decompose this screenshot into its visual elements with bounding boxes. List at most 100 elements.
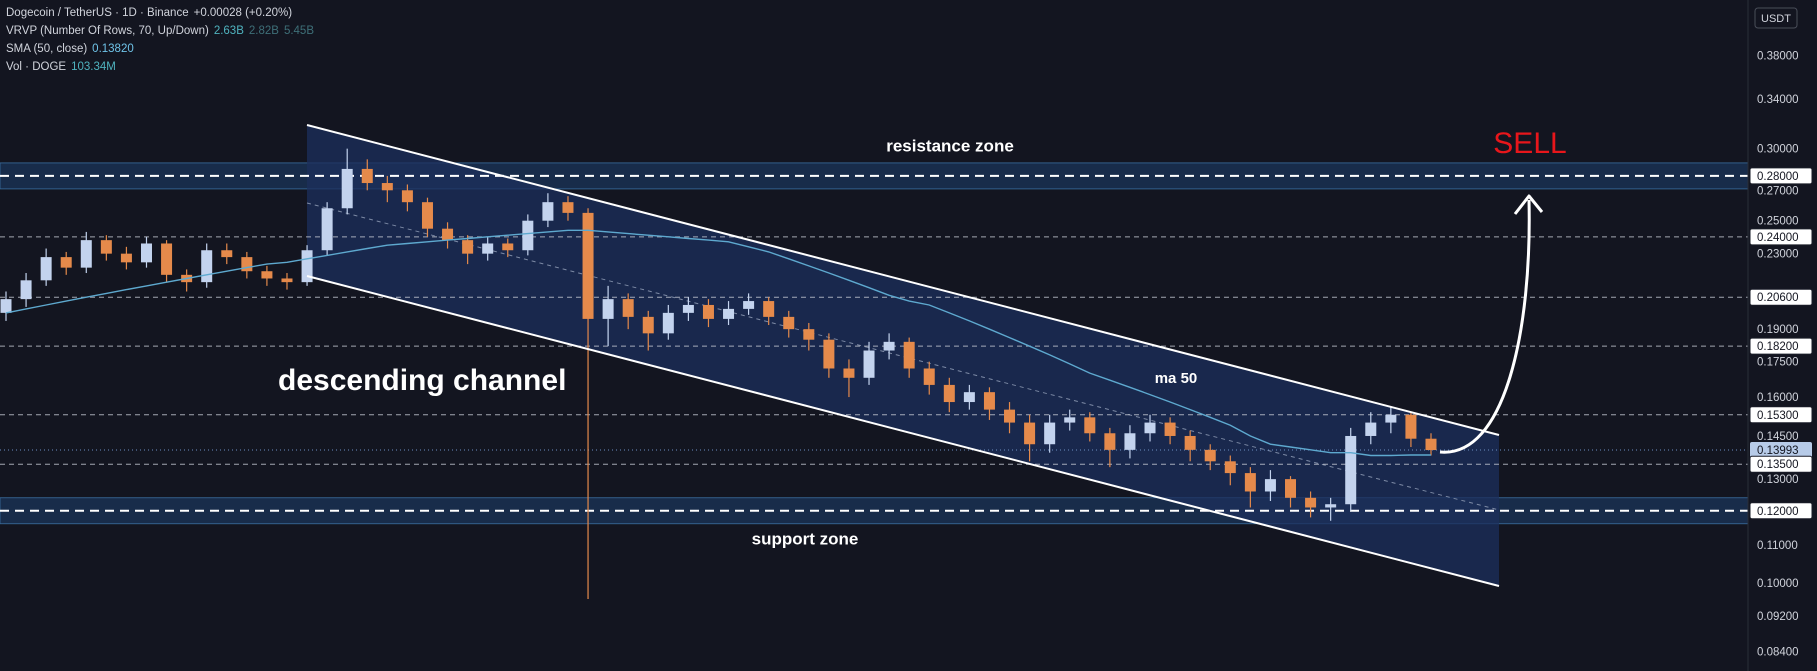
sma-line [5,229,1431,457]
candle-body [140,243,152,263]
vrvp-value: 2.82B [248,25,279,37]
channel-upper [306,124,1500,436]
candle-body [903,341,915,369]
candle-body [161,243,173,275]
candle-body [562,202,574,213]
symbol: Dogecoin / TetherUS · 1D · Binance [6,7,189,19]
candle-body [401,190,413,203]
candle-body [1224,461,1236,474]
candle-body [0,299,12,313]
y-tick-label: 0.12000 [1757,506,1799,518]
candle-body [100,240,112,254]
annotation: ma 50 [1155,370,1198,387]
y-tick-label: 0.08400 [1757,647,1799,659]
header-vrvp-row: VRVP (Number Of Rows, 70, Up/Down) 2.63B 2… [6,25,319,37]
arrow [1439,199,1531,454]
candle-body [120,253,132,263]
current-price-box [1750,442,1812,459]
annotation: descending channel [278,364,566,397]
candle-body [863,350,875,378]
candle-body [843,368,855,378]
candle-body [662,312,674,334]
candle-body [1325,504,1337,508]
channel-lower [306,275,1500,587]
candle-body [602,299,614,319]
y-tick-label: 0.27000 [1757,185,1799,197]
candle-body [502,243,514,251]
candle-body [442,228,454,241]
candle-body [983,392,995,410]
candle-body [20,280,32,300]
y-tick-label: 0.13993 [1757,445,1799,457]
annotation: support zone [752,529,859,548]
vrvp-value: 5.45B [283,25,314,37]
header-symbol-row: Dogecoin / TetherUS · 1D · Binance +0.000… [6,7,297,19]
annotation-signal: SELL [1493,127,1566,160]
channel-mid [306,202,1500,511]
candle-body [1244,473,1256,492]
candle-body [943,384,955,403]
candle-body [542,202,554,221]
y-tick-label: 0.13000 [1757,474,1799,486]
level-box [1749,455,1813,473]
level-box [1749,288,1813,306]
candle-body [963,392,975,403]
candle-body [1285,479,1297,498]
y-tick-label: 0.20600 [1757,292,1799,304]
y-tick-label: 0.16000 [1757,392,1799,404]
candle-body [221,250,233,258]
candle-body [1144,422,1156,434]
candle-body [462,240,474,254]
y-tick-label: 0.30000 [1757,144,1799,156]
level-box [1749,228,1813,246]
y-tick-label: 0.34000 [1757,94,1799,106]
change: +0.00028 (+0.20%) [193,7,293,19]
candle-body [1104,433,1116,450]
candle-body [1345,435,1357,505]
candle-body [723,308,735,319]
y-tick-label: 0.18200 [1757,341,1799,353]
y-tick-label: 0.38000 [1757,50,1799,62]
candle-body [883,341,895,351]
candle-body [261,271,273,279]
candle-body [80,240,92,268]
y-tick-label: 0.11000 [1757,540,1798,552]
candle-body [482,243,494,254]
candle-body [1204,449,1216,462]
sma: SMA (50, close) [6,43,88,55]
candle-body [702,304,714,319]
candle-body [1365,422,1377,436]
currency: USDT [1761,13,1791,25]
vol: Vol · DOGE [6,61,67,73]
candle-body [1385,414,1397,423]
candle-body [743,301,755,309]
candle-body [341,168,353,209]
candle-body [1064,417,1076,423]
vrvp: VRVP (Number Of Rows, 70, Up/Down) [6,25,209,37]
candle-body [241,257,253,272]
sma-value: 0.13820 [92,43,134,55]
candle-body [1425,438,1437,451]
candle-body [1184,435,1196,450]
y-tick-label: 0.23000 [1757,249,1799,261]
candle-body [1164,422,1176,436]
y-tick-label: 0.14500 [1757,431,1799,443]
price-axis [1748,0,1817,671]
y-tick-label: 0.15300 [1757,410,1799,422]
candle-body [763,301,775,317]
y-tick-label: 0.13500 [1757,459,1799,471]
candle-body [1305,497,1317,508]
candle-body [1405,414,1417,439]
candle-body [1084,417,1096,434]
candle-body [201,250,213,283]
candle-body [522,220,534,251]
candle-body [60,257,72,268]
arrow-head [1513,194,1544,215]
candle-body [361,168,373,184]
candle-body [823,339,835,369]
candle-body [421,202,433,229]
y-tick-label: 0.17500 [1757,357,1799,369]
candle-body [1024,422,1036,445]
header-vol-row: Vol · DOGE 103.34M [6,61,121,73]
